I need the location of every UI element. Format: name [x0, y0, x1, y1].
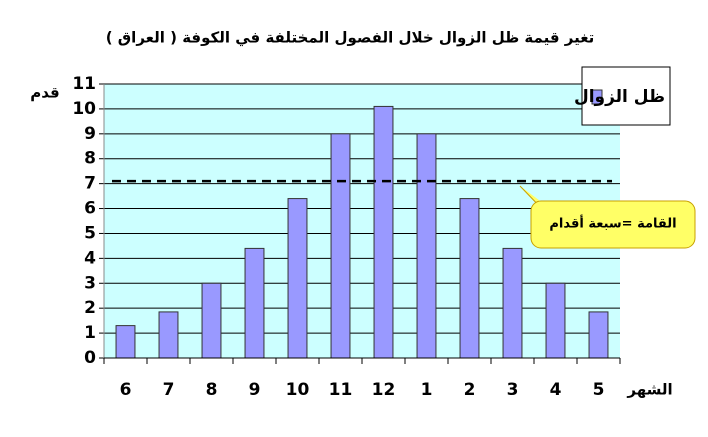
bar [158, 311, 179, 359]
bar [459, 198, 480, 359]
y-tick-label: 10 [72, 99, 96, 119]
y-tick-label: 5 [84, 223, 96, 243]
y-tick-label: 6 [84, 199, 96, 219]
y-tick-label: 9 [84, 124, 96, 144]
x-tick-label: 12 [372, 380, 396, 400]
bar [287, 198, 308, 359]
x-tick-label: 3 [507, 380, 519, 400]
x-tick-label: 2 [464, 380, 476, 400]
bar [244, 247, 265, 359]
y-tick-label: 7 [84, 174, 96, 194]
x-tick-label: 10 [286, 380, 310, 400]
chart-title: تغير قيمة ظل الزوال خلال الفصول المختلفة… [106, 29, 595, 47]
y-tick-label: 1 [84, 323, 96, 343]
y-axis-label: قدم [30, 84, 59, 102]
bar [201, 282, 222, 359]
bar [416, 133, 437, 359]
x-tick-label: 1 [421, 380, 433, 400]
x-tick-label: 7 [163, 380, 175, 400]
y-tick-label: 3 [84, 273, 96, 293]
x-tick-label: 11 [329, 380, 353, 400]
x-tick-label: 8 [206, 380, 218, 400]
y-tick-label: 2 [84, 298, 96, 318]
y-tick-label: 11 [72, 74, 96, 94]
x-tick-label: 6 [120, 380, 132, 400]
bar [588, 311, 609, 359]
bar [502, 247, 523, 359]
x-tick-label: 5 [593, 380, 605, 400]
bar [115, 325, 136, 359]
bar [545, 282, 566, 359]
legend-label: ظل الزوال [574, 87, 665, 107]
bar [330, 133, 351, 359]
callout-text: القامة =سبعة أقدام [549, 215, 676, 232]
y-tick-label: 8 [84, 149, 96, 169]
x-tick-label: 9 [249, 380, 261, 400]
legend-swatch [591, 89, 603, 105]
bar [373, 105, 394, 359]
y-tick-label: 0 [84, 348, 96, 368]
y-tick-label: 4 [84, 248, 96, 268]
x-tick-label: 4 [550, 380, 562, 400]
x-axis-label: الشهر [626, 381, 672, 399]
callout [530, 200, 696, 249]
